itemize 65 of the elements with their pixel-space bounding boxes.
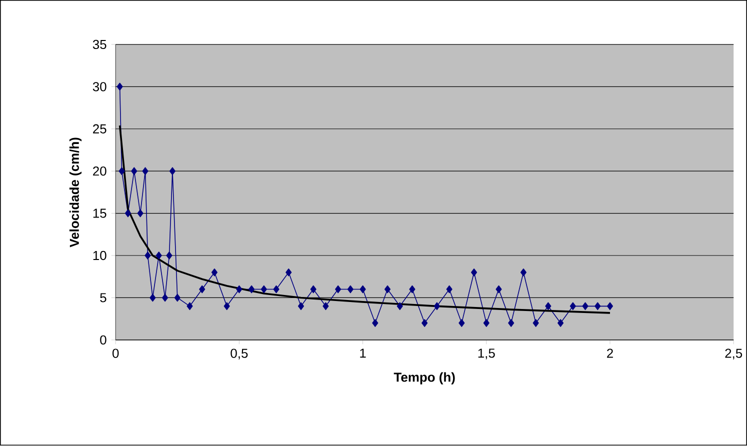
point [144,252,151,260]
point [116,83,123,91]
point [236,286,242,294]
point [118,167,125,176]
point [142,167,148,176]
y-axis-title: Velocidade (cm/h) [69,138,82,248]
point [131,167,138,176]
point [156,252,162,260]
point [532,319,539,328]
y-tick-label: 35 [92,40,106,50]
point [347,286,354,294]
point [150,294,156,302]
y-tick-label: 0 [100,336,106,345]
y-tick-label: 15 [93,209,106,218]
x-tick-label: 0 [112,348,119,358]
point [186,302,193,310]
point [594,302,601,310]
point [273,286,280,294]
point [174,294,180,302]
point [606,302,614,310]
point [520,268,526,277]
point [211,268,218,277]
x-tick-label: 1 [360,348,366,358]
y-tick-label: 20 [93,166,106,176]
y-tick-label: 25 [93,124,106,134]
x-tick-label: 2 [607,348,613,358]
point [322,302,329,310]
point [169,167,176,176]
point [409,286,416,294]
y-tick-label: 10 [93,251,106,260]
x-axis-title: Tempo (h) [394,372,455,385]
point [582,302,588,310]
point [471,268,478,277]
y-tick-label: 5 [100,293,106,302]
y-tick-label: 30 [92,82,106,92]
x-tick-label: 1,5 [478,348,495,360]
point [335,286,342,294]
point [434,302,440,310]
point [422,319,428,328]
point [224,302,230,310]
x-tick-label: 0,5 [230,348,248,360]
point [124,210,131,218]
point [310,286,316,294]
point [286,268,292,277]
point [260,286,267,294]
line-series [118,124,611,314]
point [248,286,255,294]
point [298,302,304,310]
point [199,286,206,294]
point [162,294,168,302]
point [483,319,490,328]
point [545,302,552,310]
point [496,286,502,294]
point [137,210,144,218]
point [384,286,391,294]
point [360,286,366,294]
x-tick-label: 2,5 [725,348,742,360]
point [458,319,465,328]
point [446,286,452,294]
point [372,319,378,328]
point [166,252,172,260]
point [558,319,564,328]
point [508,319,514,328]
point [570,302,576,310]
point [396,302,403,310]
